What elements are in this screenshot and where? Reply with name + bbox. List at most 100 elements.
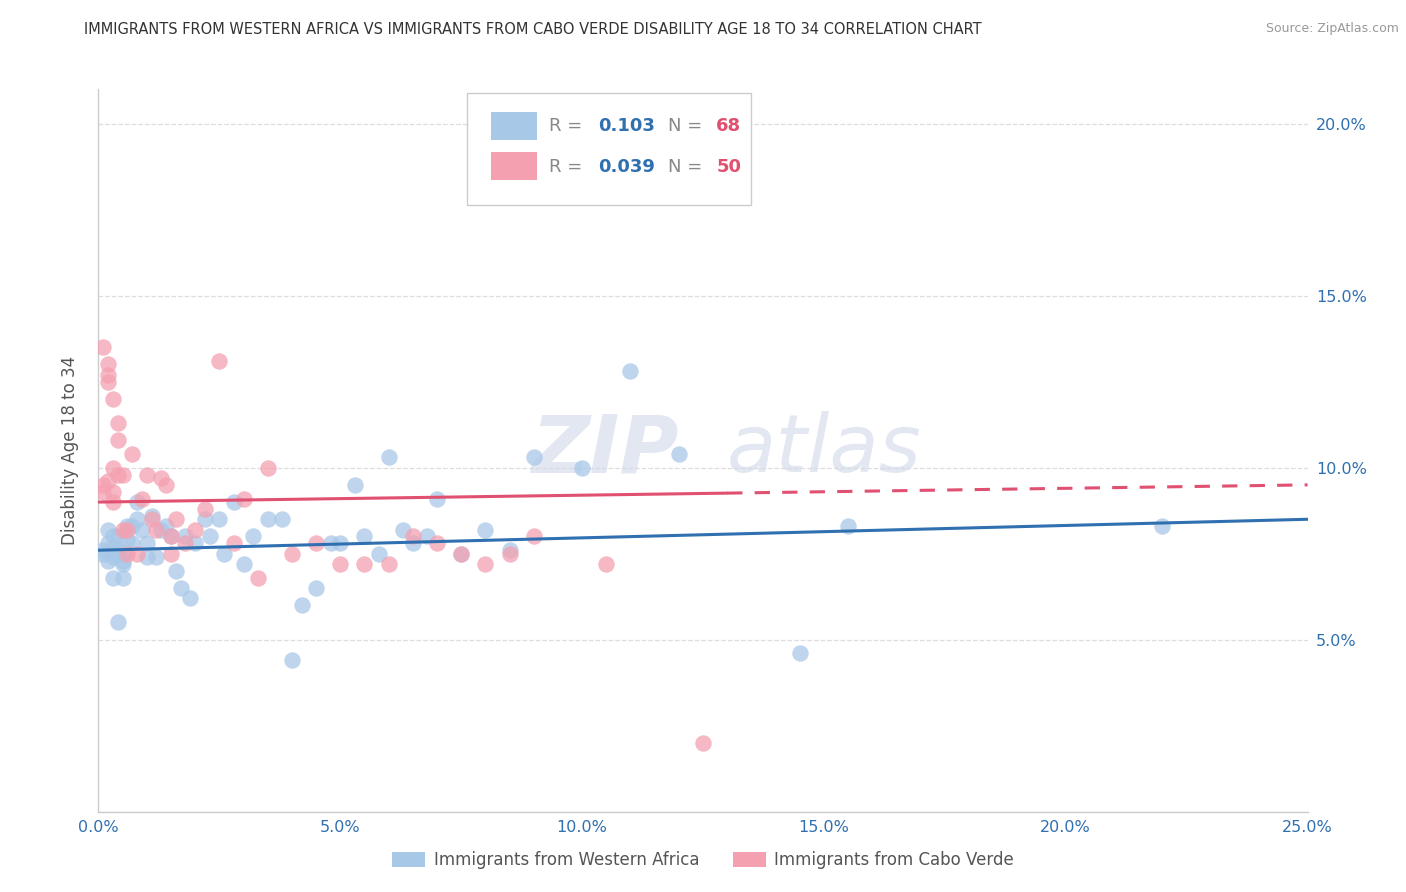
Point [208, 354, 231, 368]
Point [101, 392, 124, 406]
Point [523, 529, 546, 543]
Point [837, 519, 859, 533]
Point [194, 512, 217, 526]
Point [474, 523, 496, 537]
Text: R =: R = [550, 117, 589, 135]
Text: N =: N = [668, 117, 709, 135]
Point [256, 460, 278, 475]
Point [668, 447, 690, 461]
Point [107, 416, 129, 430]
Point [91, 543, 114, 558]
Point [97, 536, 120, 550]
Point [101, 495, 124, 509]
Point [121, 447, 143, 461]
Point [107, 467, 129, 482]
Point [97, 375, 120, 389]
FancyBboxPatch shape [467, 93, 751, 205]
Point [117, 533, 139, 547]
Point [256, 512, 278, 526]
Point [329, 536, 352, 550]
Point [107, 543, 129, 558]
FancyBboxPatch shape [492, 152, 537, 179]
Point [281, 547, 304, 561]
Point [319, 536, 342, 550]
Point [343, 478, 366, 492]
Point [619, 364, 641, 378]
Point [174, 536, 197, 550]
Legend: Immigrants from Western Africa, Immigrants from Cabo Verde: Immigrants from Western Africa, Immigran… [385, 845, 1021, 876]
Point [91, 484, 114, 499]
Point [127, 512, 149, 526]
Point [101, 484, 124, 499]
Point [160, 529, 183, 543]
Point [111, 571, 134, 585]
Point [111, 523, 134, 537]
Point [377, 557, 399, 571]
Point [127, 547, 149, 561]
Point [305, 536, 328, 550]
Point [111, 557, 134, 571]
Point [91, 478, 114, 492]
Point [184, 536, 207, 550]
Point [232, 557, 254, 571]
Point [101, 550, 124, 565]
Point [141, 512, 163, 526]
Point [97, 358, 120, 372]
Point [198, 529, 221, 543]
Point [498, 543, 520, 558]
Text: Source: ZipAtlas.com: Source: ZipAtlas.com [1265, 22, 1399, 36]
Point [305, 581, 328, 595]
Point [117, 519, 139, 533]
Point [97, 553, 120, 567]
Point [107, 547, 129, 561]
Point [789, 647, 811, 661]
Point [91, 340, 114, 354]
Point [121, 519, 143, 533]
Point [97, 523, 120, 537]
Point [194, 502, 217, 516]
Point [212, 547, 235, 561]
Point [222, 495, 245, 509]
Point [155, 519, 177, 533]
Point [97, 368, 120, 382]
Point [392, 523, 415, 537]
Point [160, 547, 183, 561]
Point [131, 523, 153, 537]
FancyBboxPatch shape [492, 112, 537, 140]
Text: 50: 50 [716, 158, 741, 176]
Point [165, 512, 187, 526]
Point [353, 529, 375, 543]
Point [150, 523, 173, 537]
Point [131, 491, 153, 506]
Point [101, 540, 124, 554]
Point [101, 529, 124, 543]
Point [232, 491, 254, 506]
Point [91, 547, 114, 561]
Point [160, 529, 183, 543]
Point [155, 478, 177, 492]
Point [169, 581, 191, 595]
Point [450, 547, 472, 561]
Point [101, 571, 124, 585]
Point [145, 550, 167, 565]
Point [426, 536, 449, 550]
Point [121, 536, 143, 550]
Point [101, 460, 124, 475]
Text: 0.103: 0.103 [598, 117, 655, 135]
Point [174, 529, 197, 543]
Point [135, 536, 157, 550]
Point [184, 523, 207, 537]
Point [498, 547, 520, 561]
Text: atlas: atlas [727, 411, 922, 490]
Point [290, 599, 312, 613]
Point [242, 529, 264, 543]
Point [450, 547, 472, 561]
Point [107, 433, 129, 447]
Point [179, 591, 201, 606]
Point [692, 736, 714, 750]
Text: N =: N = [668, 158, 709, 176]
Point [474, 557, 496, 571]
Point [141, 508, 163, 523]
Point [222, 536, 245, 550]
Y-axis label: Disability Age 18 to 34: Disability Age 18 to 34 [60, 356, 79, 545]
